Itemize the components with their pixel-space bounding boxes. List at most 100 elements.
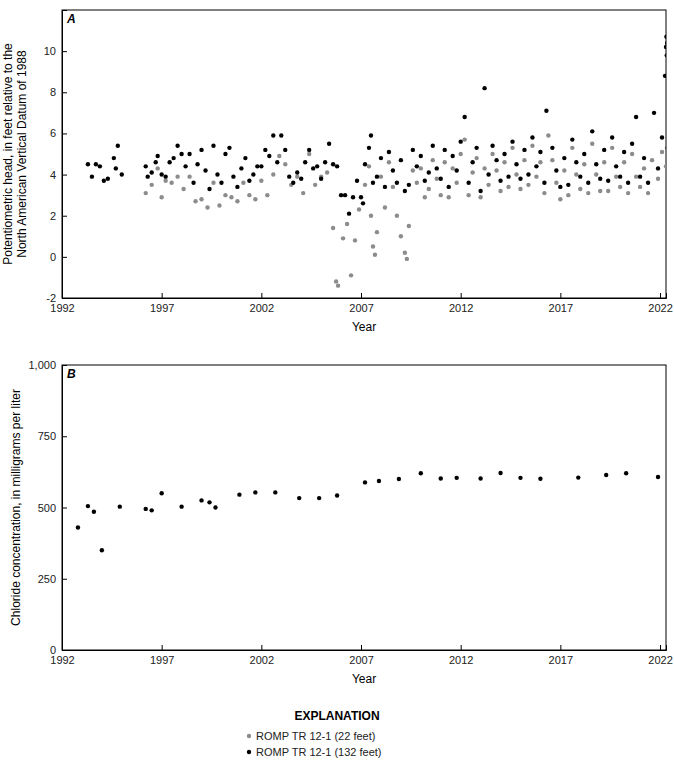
point bbox=[642, 166, 646, 170]
point bbox=[175, 144, 179, 148]
tick: 4 bbox=[50, 169, 67, 181]
point bbox=[526, 172, 530, 176]
point bbox=[423, 195, 427, 199]
point bbox=[594, 172, 598, 176]
point bbox=[594, 162, 598, 166]
point bbox=[462, 137, 466, 141]
point bbox=[522, 148, 526, 152]
point bbox=[518, 176, 522, 180]
point bbox=[297, 496, 301, 500]
point bbox=[146, 174, 150, 178]
point bbox=[415, 181, 419, 185]
point bbox=[510, 146, 514, 150]
point bbox=[439, 176, 443, 180]
point bbox=[618, 174, 622, 178]
series bbox=[86, 35, 666, 216]
point bbox=[544, 109, 548, 113]
tick-mark bbox=[361, 293, 362, 298]
point bbox=[502, 152, 506, 156]
point bbox=[235, 185, 239, 189]
point bbox=[193, 199, 197, 203]
point bbox=[357, 207, 361, 211]
point bbox=[155, 166, 159, 170]
point bbox=[345, 222, 349, 226]
point bbox=[223, 152, 227, 156]
point bbox=[76, 525, 80, 529]
point bbox=[231, 174, 235, 178]
data-points bbox=[76, 471, 660, 553]
point bbox=[325, 170, 329, 174]
point bbox=[403, 251, 407, 255]
point bbox=[542, 181, 546, 185]
point bbox=[614, 174, 618, 178]
point bbox=[100, 548, 104, 552]
point bbox=[510, 139, 514, 143]
point bbox=[665, 41, 666, 45]
point bbox=[451, 154, 455, 158]
tick-mark bbox=[62, 51, 67, 52]
point bbox=[259, 179, 263, 183]
point bbox=[303, 160, 307, 164]
point bbox=[102, 179, 106, 183]
point bbox=[618, 185, 622, 189]
tick: 2 bbox=[50, 210, 67, 222]
tick: 2007 bbox=[349, 645, 373, 666]
tick-mark bbox=[461, 645, 462, 650]
point bbox=[458, 152, 462, 156]
point bbox=[395, 181, 399, 185]
point bbox=[478, 189, 482, 193]
point bbox=[343, 193, 347, 197]
tick: 1997 bbox=[150, 645, 174, 666]
tick: 2012 bbox=[449, 645, 473, 666]
point bbox=[610, 135, 614, 139]
point bbox=[247, 179, 251, 183]
point bbox=[656, 475, 660, 479]
point bbox=[562, 156, 566, 160]
panel: 199219972002200720122017202202505007501,… bbox=[9, 359, 673, 686]
point bbox=[598, 189, 602, 193]
point bbox=[514, 162, 518, 166]
point bbox=[383, 185, 387, 189]
point bbox=[106, 176, 110, 180]
point bbox=[604, 473, 608, 477]
tick-mark bbox=[162, 293, 163, 298]
legend-marker bbox=[247, 734, 251, 738]
tick: 250 bbox=[38, 573, 67, 585]
tick-mark bbox=[62, 175, 67, 176]
point bbox=[630, 152, 634, 156]
point bbox=[271, 172, 275, 176]
point bbox=[379, 156, 383, 160]
point bbox=[341, 236, 345, 240]
point bbox=[578, 174, 582, 178]
point bbox=[153, 160, 157, 164]
point bbox=[353, 238, 357, 242]
point bbox=[335, 164, 339, 168]
point bbox=[181, 187, 185, 191]
y-axis-title: Chloride concentration, in milligrams pe… bbox=[9, 389, 23, 626]
point bbox=[634, 174, 638, 178]
point bbox=[363, 162, 367, 166]
tick-label: 6 bbox=[50, 127, 56, 139]
point bbox=[317, 496, 321, 500]
point bbox=[86, 162, 90, 166]
point bbox=[490, 144, 494, 148]
point bbox=[419, 471, 423, 475]
point bbox=[590, 142, 594, 146]
point bbox=[530, 144, 534, 148]
point bbox=[486, 172, 490, 176]
tick: 2017 bbox=[549, 645, 573, 666]
point bbox=[626, 191, 630, 195]
point bbox=[419, 166, 423, 170]
tick-mark bbox=[162, 645, 163, 650]
point bbox=[558, 185, 562, 189]
point bbox=[375, 174, 379, 178]
point bbox=[518, 187, 522, 191]
point bbox=[351, 195, 355, 199]
tick-mark bbox=[62, 298, 67, 299]
point bbox=[144, 164, 148, 168]
tick-mark bbox=[62, 365, 67, 366]
point bbox=[638, 185, 642, 189]
point bbox=[534, 174, 538, 178]
point bbox=[626, 181, 630, 185]
point bbox=[397, 477, 401, 481]
